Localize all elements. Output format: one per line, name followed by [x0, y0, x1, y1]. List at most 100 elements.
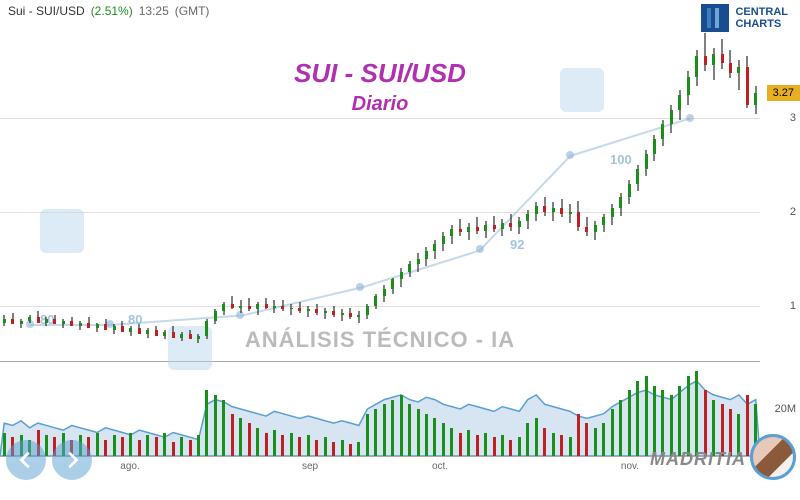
- analysis-watermark: ANÁLISIS TÉCNICO - IA: [245, 327, 515, 353]
- volume-bar: [569, 437, 572, 456]
- watermark-dot: [566, 151, 574, 159]
- volume-bar: [383, 404, 386, 456]
- volume-bar: [687, 376, 690, 456]
- watermark-dot: [686, 114, 694, 122]
- volume-bar: [222, 400, 225, 456]
- x-label: oct.: [432, 461, 448, 472]
- volume-bar: [695, 371, 698, 456]
- volume-panel[interactable]: ago.sepoct.nov.: [0, 362, 760, 474]
- author-avatar[interactable]: [750, 434, 796, 480]
- volume-bar: [619, 400, 622, 456]
- volume-bar: [611, 409, 614, 456]
- volume-bar: [577, 414, 580, 456]
- nav-next-button[interactable]: [52, 440, 92, 480]
- volume-bar: [104, 440, 107, 456]
- volume-bar: [45, 435, 48, 456]
- chevron-left-icon: [15, 449, 37, 471]
- pct-change: (2.51%): [91, 4, 133, 18]
- volume-bar: [332, 442, 335, 456]
- volume-bar: [417, 409, 420, 456]
- y-tick: 2: [790, 206, 796, 218]
- volume-bar: [746, 395, 749, 456]
- volume-bar: [315, 440, 318, 456]
- volume-bar: [459, 433, 462, 457]
- volume-bar: [214, 395, 217, 456]
- vol-tick: 20M: [775, 403, 796, 415]
- watermark-dot: [356, 283, 364, 291]
- volume-bar: [205, 390, 208, 456]
- volume-bar: [645, 376, 648, 456]
- volume-bar: [163, 433, 166, 457]
- volume-bar: [307, 435, 310, 456]
- volume-bar: [155, 437, 158, 456]
- volume-bar: [281, 435, 284, 456]
- volume-bar: [526, 423, 529, 456]
- tz-label: (GMT): [175, 4, 210, 18]
- watermark-number: 100: [610, 152, 632, 167]
- volume-bar: [450, 428, 453, 456]
- volume-bar: [400, 395, 403, 456]
- volume-bar: [493, 437, 496, 456]
- volume-bar: [189, 440, 192, 456]
- volume-bar: [290, 433, 293, 457]
- volume-bar: [273, 430, 276, 456]
- volume-bar: [3, 433, 6, 457]
- volume-bar: [476, 435, 479, 456]
- volume-bar: [374, 409, 377, 456]
- volume-bar: [543, 428, 546, 456]
- chart-header: Sui - SUI/USD (2.51%) 13:25 (GMT): [0, 0, 800, 22]
- volume-bar: [248, 423, 251, 456]
- watermark-icon: [40, 209, 84, 253]
- price-panel[interactable]: SUI - SUI/USD Diario ANÁLISIS TÉCNICO - …: [0, 24, 760, 362]
- chart-subtitle: Diario: [294, 93, 466, 116]
- chart-title-overlay: SUI - SUI/USD Diario: [294, 58, 466, 116]
- volume-bar: [661, 390, 664, 456]
- y-tick: 3: [790, 112, 796, 124]
- volume-bar: [636, 381, 639, 456]
- watermark-line: [479, 156, 570, 251]
- volume-bar: [678, 386, 681, 457]
- y-tick: 1: [790, 300, 796, 312]
- footer-brand: MADRITIA: [650, 449, 746, 470]
- volume-bar: [129, 433, 132, 457]
- watermark-number: 80: [128, 312, 142, 327]
- volume-bar: [197, 435, 200, 456]
- chevron-right-icon: [61, 449, 83, 471]
- volume-bar: [484, 433, 487, 457]
- volume-bar: [712, 400, 715, 456]
- volume-bar: [113, 435, 116, 456]
- volume-bar: [324, 437, 327, 456]
- volume-bar: [146, 435, 149, 456]
- watermark-dot: [476, 245, 484, 253]
- volume-bar: [357, 442, 360, 456]
- volume-bar: [442, 423, 445, 456]
- price-chart-area[interactable]: SUI - SUI/USD Diario ANÁLISIS TÉCNICO - …: [0, 24, 800, 362]
- volume-bar: [653, 386, 656, 457]
- logo-line1: CENTRAL: [735, 6, 788, 18]
- volume-bar: [265, 433, 268, 457]
- x-label: ago.: [120, 461, 139, 472]
- volume-bar: [341, 440, 344, 456]
- volume-bar: [433, 418, 436, 456]
- x-axis: ago.sepoct.nov.: [0, 456, 760, 474]
- volume-bar: [96, 433, 99, 457]
- volume-bar: [594, 428, 597, 456]
- volume-bar: [560, 435, 563, 456]
- volume-bar: [408, 404, 411, 456]
- watermark-line: [360, 249, 480, 288]
- volume-bar: [121, 437, 124, 456]
- volume-bar: [501, 435, 504, 456]
- watermark-line: [570, 118, 690, 157]
- volume-bar: [349, 444, 352, 456]
- volume-bar: [256, 428, 259, 456]
- volume-bar: [602, 423, 605, 456]
- volume-bar: [509, 440, 512, 456]
- x-label: sep: [302, 461, 318, 472]
- volume-bar: [585, 423, 588, 456]
- nav-prev-button[interactable]: [6, 440, 46, 480]
- volume-bar: [180, 437, 183, 456]
- volume-bar: [518, 437, 521, 456]
- volume-bar: [366, 414, 369, 456]
- symbol-label: Sui - SUI/USD: [8, 4, 85, 18]
- volume-bar: [628, 390, 631, 456]
